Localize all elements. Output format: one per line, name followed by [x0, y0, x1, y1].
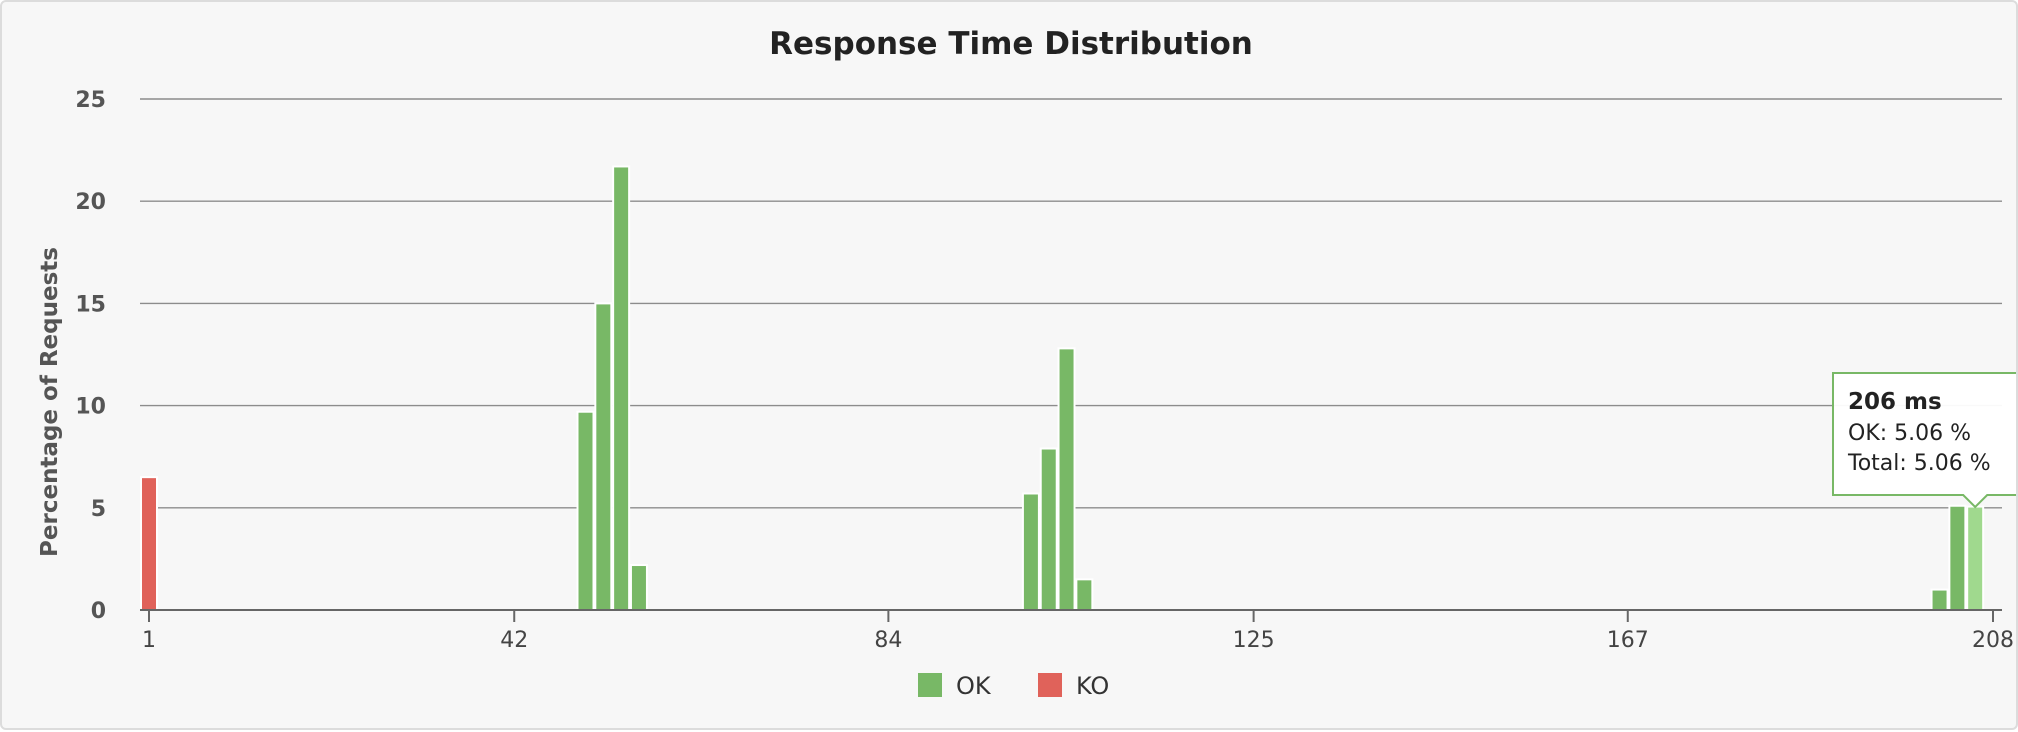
y-tick-label: 0	[91, 599, 106, 624]
bar-ok[interactable]	[1039, 447, 1058, 611]
y-tick-label: 10	[75, 395, 106, 420]
bar-ok[interactable]	[1948, 504, 1967, 612]
y-axis-label: Percentage of Requests	[37, 247, 63, 557]
tooltip: 206 ms OK: 5.06 % Total: 5.06 %	[1832, 372, 2016, 509]
x-tick-label: 1	[142, 628, 156, 653]
bar-ok[interactable]	[1057, 347, 1076, 611]
legend: OK KO	[918, 672, 1109, 700]
bar-layer	[140, 165, 1985, 612]
bar-ok[interactable]	[629, 564, 648, 611]
bar-ok[interactable]	[1021, 492, 1040, 612]
y-tick-label: 20	[75, 190, 106, 215]
y-tick-label: 15	[75, 292, 106, 317]
tooltip-box	[1832, 372, 2016, 509]
bar-ko[interactable]	[140, 476, 158, 612]
bar-ok[interactable]	[1930, 588, 1949, 611]
y-axis-ticks: 0 5 10 15 20 25	[75, 88, 106, 624]
y-tick-label: 5	[91, 497, 106, 522]
legend-item-ko[interactable]: KO	[1038, 672, 1109, 700]
legend-swatch	[1038, 673, 1062, 697]
tooltip-line: Total: 5.06 %	[1847, 451, 1991, 476]
legend-swatch	[918, 673, 942, 697]
x-axis: 1 42 84 125 167 208	[140, 609, 2014, 653]
legend-item-ok[interactable]: OK	[918, 672, 992, 700]
bar-ok[interactable]	[1075, 578, 1094, 612]
tooltip-title: 206 ms	[1848, 389, 1942, 415]
bar-ok[interactable]	[594, 302, 613, 611]
legend-label: KO	[1076, 672, 1109, 700]
x-tick-label: 42	[500, 628, 528, 653]
y-tick-label: 25	[75, 88, 106, 113]
bar-ok[interactable]	[612, 165, 631, 611]
tooltip-line: OK: 5.06 %	[1848, 421, 1971, 446]
x-tick-label: 125	[1233, 628, 1275, 653]
bar-ok[interactable]	[576, 410, 595, 611]
x-tick-label: 167	[1607, 628, 1649, 653]
bar-ok[interactable]	[1966, 505, 1985, 612]
x-tick-label: 84	[874, 628, 902, 653]
x-tick-label: 208	[1972, 628, 2014, 653]
grid-layer	[140, 98, 2002, 509]
chart-title: Response Time Distribution	[769, 26, 1253, 62]
legend-label: OK	[956, 672, 992, 700]
